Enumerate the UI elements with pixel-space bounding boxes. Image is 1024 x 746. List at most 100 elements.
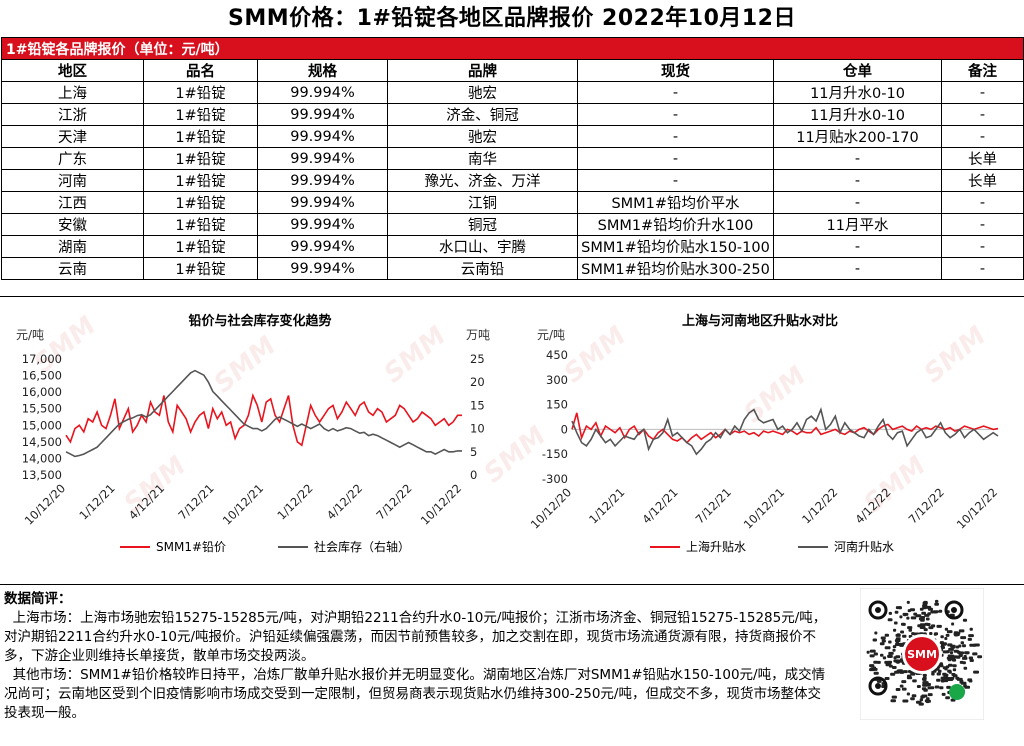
table-cell: 天津 xyxy=(1,125,144,148)
table-cell: 11月升水0-10 xyxy=(773,103,942,126)
table-cell: - xyxy=(773,257,942,280)
qr-dot xyxy=(947,643,953,647)
qr-dot xyxy=(922,601,928,605)
table-cell: 云南 xyxy=(1,257,144,280)
legend-swatch-stock xyxy=(278,545,309,548)
qr-dot xyxy=(907,674,911,678)
y-tick-label: 14,000 xyxy=(22,451,62,465)
table-cell: 99.994% xyxy=(257,169,388,192)
qr-dot xyxy=(964,685,971,689)
qr-code[interactable]: SMM xyxy=(860,588,984,720)
qr-dot xyxy=(955,645,960,649)
qr-dot xyxy=(962,661,966,665)
qr-dot xyxy=(876,679,882,683)
y2-tick-label: 15 xyxy=(470,398,485,412)
qr-dot xyxy=(896,633,901,637)
y-tick-label: 17,000 xyxy=(22,352,62,366)
qr-dot xyxy=(958,651,965,655)
qr-dot xyxy=(869,654,875,658)
qr-dot xyxy=(938,609,943,613)
table-cell: SMM1#铅均价贴水150-100 xyxy=(577,235,774,258)
qr-dot xyxy=(899,643,905,647)
y-tick-label: 15,000 xyxy=(22,418,62,432)
table-cell: - xyxy=(773,191,942,214)
qr-dot xyxy=(918,617,925,621)
x-tick-label: 1/12/22 xyxy=(274,481,315,522)
y-tick-label: 450 xyxy=(546,348,568,362)
qr-dot xyxy=(873,671,879,675)
qr-dot xyxy=(918,702,924,706)
qr-dot xyxy=(945,633,950,637)
chart-title: 上海与河南地区升贴水对比 xyxy=(681,314,838,329)
qr-dot xyxy=(912,679,917,683)
qr-dot xyxy=(955,655,961,659)
series-line xyxy=(65,369,462,458)
qr-dot xyxy=(965,651,969,655)
table-cell: 99.994% xyxy=(257,103,388,126)
table-row: 天津 1#铅锭 99.994% 驰宏 -11月贴水200-170- xyxy=(1,125,1024,148)
qr-dot xyxy=(949,657,956,661)
qr-dot xyxy=(972,652,978,656)
qr-dot xyxy=(894,670,900,674)
table-cell: 云南铅 xyxy=(387,257,578,280)
table-cell: 水口山、宇腾 xyxy=(387,235,578,258)
legend-item-hn: 河南升贴水 xyxy=(834,540,895,554)
qr-dot xyxy=(919,626,926,629)
x-tick-label: 7/12/21 xyxy=(175,481,216,522)
qr-dot xyxy=(927,607,933,611)
qr-dot xyxy=(892,648,896,652)
table-cell: 江西 xyxy=(1,191,144,214)
qr-dot xyxy=(896,660,900,664)
qr-dot xyxy=(940,679,945,683)
qr-dot xyxy=(929,632,933,635)
qr-dot xyxy=(901,622,905,626)
table-cell: 济金、铜冠 xyxy=(387,103,578,126)
qr-dot xyxy=(922,683,928,687)
table-cell: 江浙 xyxy=(1,103,144,126)
x-tick-label: 10/12/22 xyxy=(954,485,1000,531)
qr-dot xyxy=(973,670,980,674)
qr-dot xyxy=(924,681,929,685)
qr-dot xyxy=(893,656,897,660)
qr-dot xyxy=(951,622,955,626)
qr-dot xyxy=(899,615,903,619)
qr-dot xyxy=(940,635,944,639)
qr-dot xyxy=(884,646,891,650)
review-heading: 数据简评： xyxy=(4,591,72,607)
table-cell: 1#铅锭 xyxy=(143,81,258,104)
table-cell: 南华 xyxy=(387,147,578,170)
table-cell: - xyxy=(940,213,1024,236)
qr-dot xyxy=(960,641,965,645)
x-tick-label: 4/12/21 xyxy=(639,485,680,526)
y-tick-label: -300 xyxy=(542,472,568,486)
price-table: 1#铅锭各品牌报价（单位：元/吨） 地区 品名 规格 品牌 现货 仓单 备注 上… xyxy=(0,37,1024,280)
x-tick-label: 10/12/20 xyxy=(528,485,574,531)
table-cell: 1#铅锭 xyxy=(143,103,258,126)
y2-tick-label: 20 xyxy=(470,375,485,389)
qr-dot xyxy=(866,650,870,654)
qr-dot xyxy=(977,655,983,659)
qr-dot xyxy=(921,694,928,698)
y-tick-label: -150 xyxy=(542,447,568,461)
table-cell: - xyxy=(940,257,1024,280)
series-line xyxy=(571,407,999,456)
x-tick-label: 7/12/22 xyxy=(373,481,414,522)
qr-dot xyxy=(921,687,927,691)
y2-tick-label: 10 xyxy=(470,422,485,436)
qr-dot xyxy=(948,647,954,651)
qr-dot xyxy=(881,639,886,643)
data-review: 数据简评： 上海市场：上海市场驰宏铅15275-15285元/吨，对沪期铅221… xyxy=(4,590,834,723)
qr-dot xyxy=(952,668,957,672)
x-tick-label: 4/12/21 xyxy=(126,481,167,522)
qr-dot xyxy=(944,627,949,631)
qr-dot xyxy=(884,660,890,664)
x-tick-label: 7/12/21 xyxy=(693,485,734,526)
qr-dot xyxy=(869,649,876,653)
page-title: SMM价格：1#铅锭各地区品牌报价 2022年10月12日 xyxy=(228,6,796,31)
x-tick-label: 10/12/21 xyxy=(220,481,266,527)
qr-dot xyxy=(890,699,896,703)
qr-dot xyxy=(934,685,940,689)
table-cell: 1#铅锭 xyxy=(143,125,258,148)
table-cell: 豫光、济金、万洋 xyxy=(387,169,578,192)
qr-finder xyxy=(944,600,964,620)
